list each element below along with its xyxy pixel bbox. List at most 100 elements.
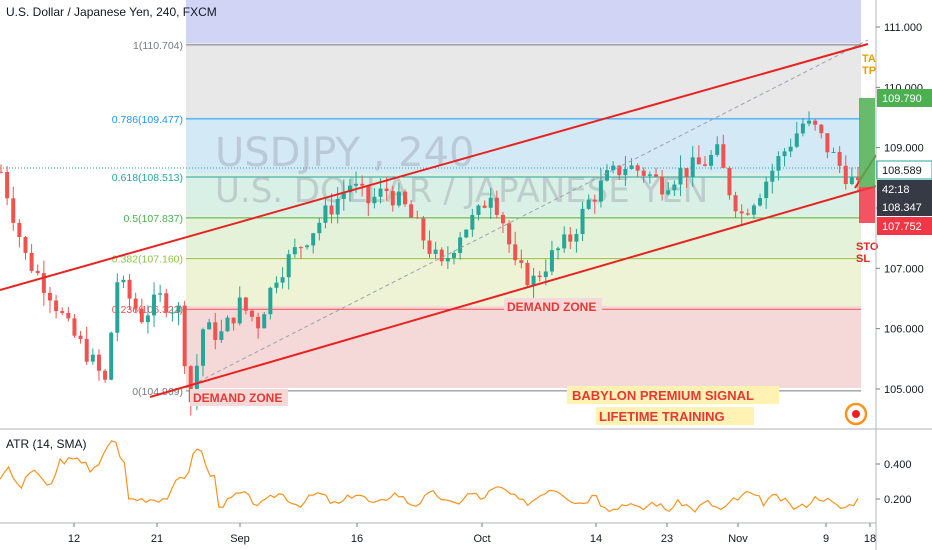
candle-body	[592, 199, 597, 202]
candle-body	[298, 247, 303, 249]
candle-body	[225, 317, 230, 332]
candle-body	[182, 305, 187, 367]
candle-body	[549, 250, 554, 272]
candle-body	[568, 234, 573, 242]
candle-body	[256, 316, 261, 329]
candle-body	[574, 234, 579, 242]
candle-body	[329, 205, 334, 215]
candle-body	[421, 218, 426, 241]
candle-body	[856, 177, 860, 181]
fib-level-label: 0.618(108.513)	[112, 172, 183, 184]
candle-body	[378, 188, 383, 197]
take-profit-box[interactable]	[859, 98, 875, 187]
candle-body	[482, 205, 487, 208]
tradingview-logo[interactable]	[844, 402, 868, 426]
price-badges: 109.790 108.589 42:18 108.347 107.752	[876, 89, 932, 235]
candle-body	[274, 282, 279, 288]
time-tick-label: 16	[351, 533, 363, 545]
candle-body	[782, 151, 787, 157]
price-badge	[876, 160, 932, 180]
candle-body	[213, 322, 218, 340]
candle-body	[60, 311, 65, 313]
candle-body	[341, 192, 346, 199]
candle-body	[647, 174, 652, 176]
watermark-line-2: U.S. DOLLAR / JAPANESE YEN	[215, 171, 708, 211]
candle-body	[366, 185, 371, 204]
fib-trend-dashed-line	[185, 39, 869, 389]
candle-body	[764, 181, 769, 199]
fib-band-top	[186, 0, 861, 43]
candle-body	[286, 254, 291, 278]
channel-upper-line[interactable]	[0, 43, 869, 291]
candle-body	[678, 168, 683, 185]
candle-body	[66, 312, 71, 319]
candle-body	[500, 214, 505, 224]
candlestick-series	[0, 111, 860, 416]
candle-body	[360, 183, 365, 186]
channel-lower-line[interactable]	[149, 185, 877, 398]
candle-body	[562, 234, 567, 249]
candle-body	[660, 176, 665, 195]
banner-2-bg	[596, 407, 754, 425]
candle-body	[623, 168, 628, 176]
price-tick-label: 107.000	[884, 263, 924, 275]
candle-body	[84, 338, 89, 362]
fib-retracement: 1(110.704) 0.786(109.477) 0.618(108.513) 0.…	[112, 0, 861, 398]
candle-body	[152, 294, 157, 316]
price-badge	[877, 180, 932, 198]
candle-body	[305, 245, 310, 248]
candle-body	[433, 249, 438, 254]
candle-body	[837, 151, 842, 166]
price-badge-label: 108.347	[882, 202, 922, 214]
edge-sl-label-2: SL	[856, 253, 870, 265]
atr-line	[0, 440, 859, 513]
time-tick-label: 12	[68, 533, 80, 545]
candle-body	[90, 354, 95, 362]
price-badge	[877, 198, 932, 216]
candle-body	[629, 165, 634, 169]
candle-body	[0, 171, 3, 173]
candle-body	[311, 233, 316, 246]
candle-body	[158, 293, 163, 295]
candle-body	[617, 165, 622, 176]
candle-body	[176, 305, 181, 313]
candle-body	[96, 354, 101, 371]
candle-body	[494, 197, 499, 215]
candle-body	[115, 282, 120, 333]
candle-body	[605, 170, 610, 181]
candle-body	[525, 262, 530, 286]
time-tick-label: Oct	[473, 533, 490, 545]
candle-body	[727, 167, 732, 196]
stop-loss-box[interactable]	[859, 187, 875, 223]
fib-level-label: 0.786(109.477)	[112, 114, 183, 126]
candle-body	[470, 214, 475, 230]
candle-body	[262, 314, 267, 329]
candle-body	[709, 154, 714, 166]
candle-body	[653, 174, 658, 177]
demand-zone-1-label: DEMAND ZONE	[193, 391, 282, 405]
atr-indicator-label[interactable]: ATR (14, SMA)	[6, 437, 86, 451]
candle-body	[231, 317, 236, 324]
time-axis[interactable]: 12 21 Sep 16 Oct 14 23 Nov 9 18	[68, 523, 876, 545]
demand-zone-2-bg	[504, 298, 602, 314]
candle-body	[268, 287, 273, 315]
candle-body	[72, 318, 77, 336]
candle-body	[745, 213, 750, 215]
price-badge	[877, 217, 932, 235]
fib-level-label: 0.5(107.837)	[123, 213, 183, 225]
candle-body	[794, 133, 799, 147]
candle-body	[751, 205, 756, 215]
fib-band-0382-0236	[186, 256, 861, 306]
candle-body	[249, 310, 254, 317]
candle-body	[237, 297, 242, 324]
candle-body	[280, 277, 285, 283]
atr-axis[interactable]: 0.400 0.200	[876, 459, 912, 506]
candle-body	[133, 298, 138, 309]
candle-body	[721, 144, 726, 168]
candle-body	[813, 120, 818, 125]
candle-body	[347, 185, 352, 193]
candle-body	[586, 199, 591, 209]
banner-2-text: LIFETIME TRAINING	[599, 409, 725, 424]
fib-level-label: 0.382(107.160)	[112, 254, 183, 266]
